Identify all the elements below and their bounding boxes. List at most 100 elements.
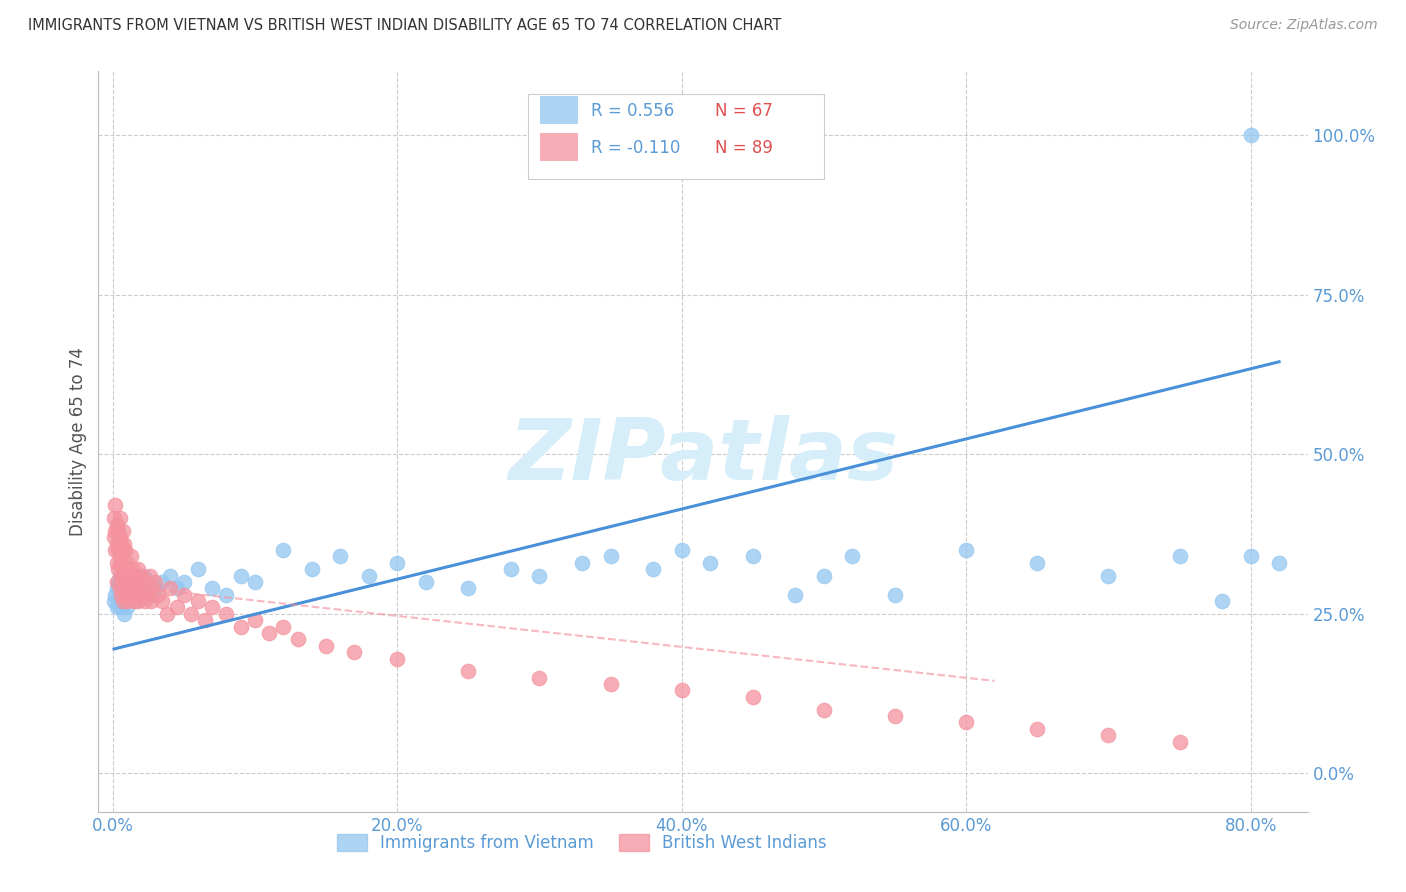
Point: [111, 574, 134, 589]
Point: [671, 683, 693, 698]
Point: [117, 588, 139, 602]
Point: [741, 690, 763, 704]
Point: [117, 562, 139, 576]
Point: [104, 588, 127, 602]
Point: [111, 574, 134, 589]
Point: [1097, 728, 1119, 742]
Point: [141, 588, 163, 602]
Point: [671, 543, 693, 558]
Point: [111, 524, 134, 538]
Point: [357, 568, 380, 582]
Point: [785, 588, 807, 602]
Point: [146, 588, 169, 602]
Point: [108, 511, 131, 525]
Point: [273, 619, 295, 633]
Point: [187, 594, 209, 608]
Point: [115, 556, 138, 570]
Point: [143, 582, 166, 596]
Point: [135, 582, 157, 596]
Point: [215, 607, 238, 621]
Point: [107, 524, 129, 538]
Point: [1168, 549, 1191, 564]
Point: [124, 594, 146, 608]
Point: [457, 582, 479, 596]
Point: [134, 594, 156, 608]
Point: [136, 588, 159, 602]
Point: [118, 582, 141, 596]
Point: [122, 582, 145, 596]
Point: [111, 543, 134, 558]
Point: [194, 613, 217, 627]
Point: [138, 568, 160, 582]
Point: [112, 582, 135, 596]
Point: [108, 549, 131, 564]
Point: [114, 588, 136, 602]
Point: [128, 582, 150, 596]
Point: [152, 574, 174, 589]
Point: [143, 574, 166, 589]
Point: [115, 594, 138, 608]
Point: [315, 639, 337, 653]
Point: [112, 536, 135, 550]
Point: [124, 568, 146, 582]
Point: [105, 600, 128, 615]
Text: IMMIGRANTS FROM VIETNAM VS BRITISH WEST INDIAN DISABILITY AGE 65 TO 74 CORRELATI: IMMIGRANTS FROM VIETNAM VS BRITISH WEST …: [28, 18, 782, 33]
Point: [127, 594, 149, 608]
Point: [117, 588, 139, 602]
Legend: Immigrants from Vietnam, British West Indians: Immigrants from Vietnam, British West In…: [330, 828, 834, 859]
Text: R = 0.556: R = 0.556: [591, 102, 673, 120]
FancyBboxPatch shape: [540, 133, 578, 161]
Point: [955, 543, 977, 558]
Point: [457, 665, 479, 679]
Point: [152, 594, 174, 608]
Point: [643, 562, 665, 576]
Point: [173, 574, 195, 589]
Point: [1026, 722, 1049, 736]
Point: [599, 677, 621, 691]
Point: [121, 588, 143, 602]
Point: [287, 632, 309, 647]
Point: [243, 574, 266, 589]
Point: [166, 582, 188, 596]
Point: [1026, 556, 1049, 570]
Point: [132, 568, 155, 582]
Point: [329, 549, 352, 564]
Point: [159, 568, 181, 582]
Point: [115, 574, 138, 589]
Text: R = -0.110: R = -0.110: [591, 138, 681, 157]
Point: [108, 530, 131, 544]
Point: [187, 562, 209, 576]
Point: [120, 549, 142, 564]
Point: [107, 594, 129, 608]
Point: [127, 588, 149, 602]
Point: [166, 600, 188, 615]
Point: [120, 574, 142, 589]
Point: [156, 607, 179, 621]
Point: [1168, 734, 1191, 748]
Point: [173, 588, 195, 602]
Point: [141, 582, 163, 596]
Point: [884, 709, 907, 723]
Point: [124, 588, 146, 602]
Point: [110, 600, 132, 615]
Point: [136, 574, 159, 589]
Point: [108, 588, 131, 602]
Point: [114, 568, 136, 582]
Point: [529, 568, 551, 582]
Point: [201, 582, 224, 596]
Point: [1211, 594, 1233, 608]
Point: [107, 562, 129, 576]
Point: [571, 556, 593, 570]
Y-axis label: Disability Age 65 to 74: Disability Age 65 to 74: [69, 347, 87, 536]
Point: [529, 671, 551, 685]
Point: [884, 588, 907, 602]
Point: [741, 549, 763, 564]
Point: [105, 536, 128, 550]
Point: [273, 543, 295, 558]
Point: [813, 703, 835, 717]
Point: [114, 574, 136, 589]
Point: [159, 582, 181, 596]
Point: [125, 574, 148, 589]
Point: [243, 613, 266, 627]
Point: [229, 619, 252, 633]
